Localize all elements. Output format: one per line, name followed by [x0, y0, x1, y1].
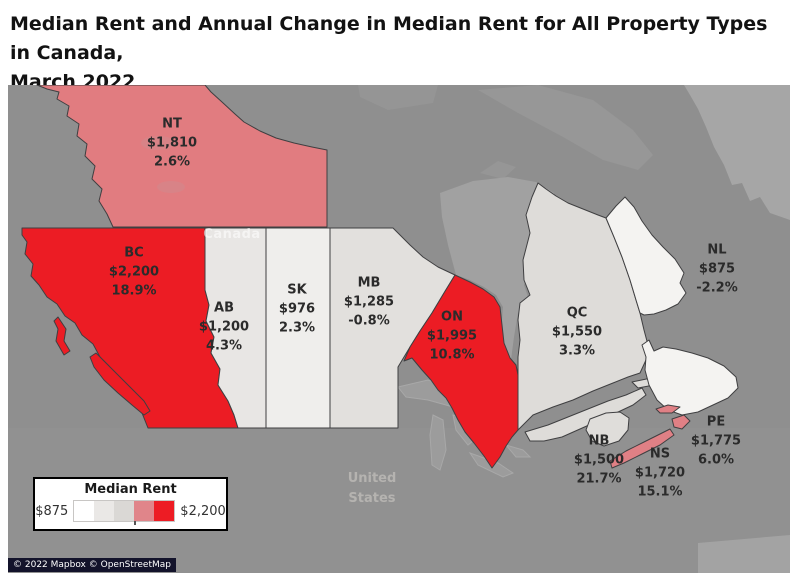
region-ns[interactable] — [609, 428, 675, 469]
region-nl-labrador[interactable] — [605, 196, 687, 316]
region-ab[interactable] — [204, 227, 267, 429]
baffin-island — [478, 85, 653, 170]
legend-color-ramp — [73, 500, 176, 525]
ramp-tick — [134, 521, 137, 525]
region-bc-vancouver-island[interactable] — [89, 352, 151, 416]
region-qc[interactable] — [517, 182, 649, 431]
greenland-landmass — [684, 85, 790, 220]
nt-lakes — [141, 136, 185, 193]
southampton-island — [480, 161, 516, 179]
legend-max-label: $2,200 — [180, 503, 226, 519]
ramp-segment-5 — [154, 501, 175, 521]
region-bc-haida-gwaii[interactable] — [53, 316, 71, 356]
region-nl-newfoundland[interactable] — [641, 339, 739, 416]
region-qc-gaspe[interactable] — [524, 387, 647, 442]
chart-title: Median Rent and Annual Change in Median … — [10, 10, 790, 97]
map-attribution[interactable]: © 2022 Mapbox © OpenStreetMap — [8, 558, 176, 572]
map-viewport[interactable]: Canada United States NT $1,810 2.6% BC $… — [8, 85, 790, 573]
region-pe[interactable] — [655, 404, 681, 414]
ramp-segment-4 — [134, 501, 155, 521]
region-ns-cape-breton[interactable] — [671, 414, 691, 430]
region-nb[interactable] — [585, 411, 630, 447]
chart-title-line1: Median Rent and Annual Change in Median … — [10, 13, 768, 64]
atlantic-patch — [698, 535, 790, 573]
region-nt[interactable] — [36, 85, 328, 228]
region-on[interactable] — [403, 274, 519, 469]
region-sk[interactable] — [265, 227, 331, 429]
legend-scale: $875 $2,200 — [35, 500, 226, 525]
hudson-bay — [440, 177, 554, 360]
legend-title: Median Rent — [84, 482, 177, 497]
arctic-islands — [358, 85, 438, 110]
ramp-segment-2 — [94, 501, 115, 521]
color-legend: Median Rent $875 $2,200 — [33, 477, 228, 531]
ramp-segment-1 — [74, 501, 95, 521]
legend-min-label: $875 — [35, 503, 69, 519]
ramp-segment-3 — [114, 501, 135, 521]
